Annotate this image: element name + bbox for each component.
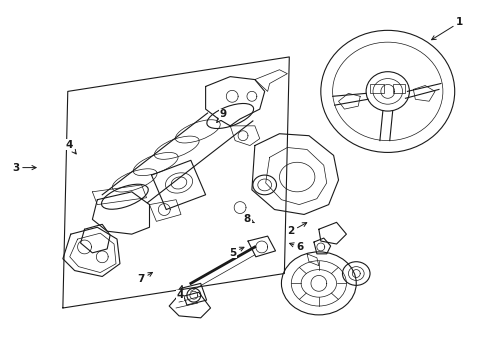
Text: 3: 3 [12,163,36,172]
Text: 7: 7 [138,273,152,284]
Text: 5: 5 [229,247,244,258]
Text: 1: 1 [432,17,464,40]
Text: 6: 6 [290,242,304,252]
Text: 2: 2 [287,222,307,237]
Text: 9: 9 [217,109,227,122]
Text: 8: 8 [244,214,254,224]
Bar [392,84,406,93]
Text: 4: 4 [65,140,76,154]
Text: 4: 4 [176,285,184,300]
Bar [370,84,384,93]
